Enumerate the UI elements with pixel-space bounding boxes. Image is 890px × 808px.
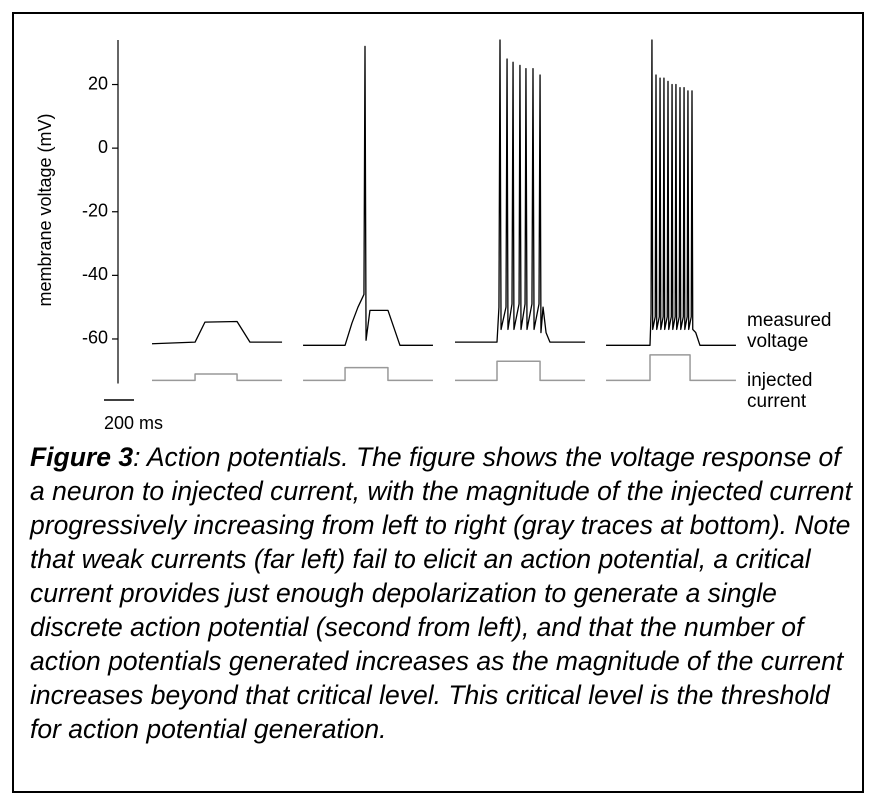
legend-entry: injected current: [747, 370, 813, 412]
figure-caption: Figure 3: Action potentials. The figure …: [30, 440, 856, 746]
caption-label: Figure 3: [30, 442, 134, 472]
trace: [152, 354, 736, 382]
legend-entry: measured voltage: [747, 310, 832, 352]
y-tick-label: -40: [82, 264, 108, 284]
caption-text: : Action potentials. The figure shows th…: [30, 442, 852, 744]
y-axis-label: membrane voltage (mV): [35, 113, 55, 306]
figure-border: [12, 12, 864, 793]
y-tick-label: 20: [88, 73, 108, 93]
y-tick-label: 0: [98, 137, 108, 157]
chart: membrane voltage (mV) 200 ms 20 0 -20 -40 -6…: [35, 39, 736, 430]
y-tick-label: -20: [82, 201, 108, 221]
y-tick-label: -60: [82, 328, 108, 348]
trace: [151, 39, 736, 346]
scale-bar-label: 200 ms: [104, 413, 163, 430]
